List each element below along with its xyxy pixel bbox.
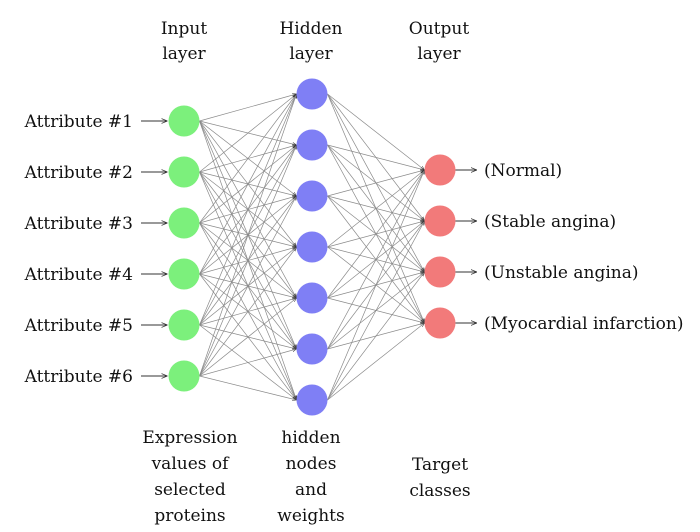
- edge-input-6-hidden-4: [199, 247, 297, 377]
- edge-hidden-1-output-1: [327, 93, 425, 170]
- output-node-2: [424, 205, 456, 237]
- edge-input-1-hidden-1: [199, 94, 297, 122]
- input-node-2: [168, 156, 200, 188]
- output-node-1: [424, 154, 456, 186]
- output-layer-header-line2: layer: [417, 44, 461, 64]
- input-label-2: Attribute #2: [24, 163, 133, 183]
- input-node-6: [168, 360, 200, 392]
- output-caption-line2: classes: [409, 481, 470, 501]
- input-label-6: Attribute #6: [24, 367, 133, 387]
- input-caption-line2: values of: [151, 454, 231, 474]
- edge-input-6-hidden-1: [199, 94, 297, 377]
- edge-input-3-hidden-1: [199, 94, 297, 224]
- edge-hidden-7-output-2: [327, 221, 425, 401]
- input-label-1: Attribute #1: [24, 112, 133, 132]
- output-label-3: (Unstable angina): [484, 263, 639, 283]
- edge-input-6-hidden-3: [199, 196, 297, 377]
- connection-weights: [199, 93, 425, 401]
- hidden-node-7: [296, 384, 328, 416]
- edge-hidden-7-output-1: [327, 170, 425, 401]
- edge-hidden-7-output-3: [327, 272, 425, 401]
- edge-hidden-2-output-1: [327, 144, 425, 170]
- hidden-node-1: [296, 78, 328, 110]
- io-labels: Attribute #1 Attribute #2 Attribute #3 Attr…: [24, 112, 684, 387]
- input-caption-line4: proteins: [154, 506, 225, 526]
- hidden-caption-line1: hidden: [281, 428, 340, 448]
- output-label-2: (Stable angina): [484, 212, 616, 232]
- hidden-caption-line2: nodes: [286, 454, 337, 474]
- input-node-4: [168, 258, 200, 290]
- input-layer-header-line1: Input: [161, 19, 207, 39]
- hidden-node-5: [296, 282, 328, 314]
- io-arrows: [141, 121, 477, 376]
- edge-hidden-6-output-1: [327, 170, 425, 350]
- edge-hidden-5-output-1: [327, 170, 425, 299]
- edge-input-5-hidden-1: [199, 94, 297, 326]
- edge-hidden-4-output-1: [327, 170, 425, 248]
- input-label-4: Attribute #4: [24, 265, 133, 285]
- input-caption-line3: selected: [154, 480, 226, 500]
- edge-input-6-hidden-2: [199, 145, 297, 377]
- hidden-node-2: [296, 129, 328, 161]
- output-label-1: (Normal): [484, 161, 562, 181]
- output-node-4: [424, 307, 456, 339]
- input-caption-line1: Expression: [142, 428, 237, 448]
- hidden-node-3: [296, 180, 328, 212]
- edge-hidden-3-output-1: [327, 170, 425, 197]
- output-layer-header-line1: Output: [409, 19, 470, 39]
- hidden-layer-header-line2: layer: [289, 44, 333, 64]
- edge-input-6-hidden-6: [199, 349, 297, 377]
- edge-input-4-hidden-1: [199, 94, 297, 275]
- output-node-3: [424, 256, 456, 288]
- hidden-caption-line3: and: [295, 480, 327, 500]
- hidden-node-4: [296, 231, 328, 263]
- input-node-3: [168, 207, 200, 239]
- hidden-layer-header-line1: Hidden: [279, 19, 342, 39]
- hidden-node-6: [296, 333, 328, 365]
- edge-input-6-hidden-5: [199, 298, 297, 377]
- network-nodes: [168, 78, 456, 416]
- edge-input-6-hidden-7: [199, 375, 297, 400]
- output-caption-line1: Target: [412, 455, 468, 475]
- input-node-5: [168, 309, 200, 341]
- input-label-3: Attribute #3: [24, 214, 133, 234]
- hidden-caption-line4: weights: [277, 506, 344, 526]
- input-label-5: Attribute #5: [24, 316, 133, 336]
- input-node-1: [168, 105, 200, 137]
- edge-input-2-hidden-1: [199, 94, 297, 173]
- input-layer-header-line2: layer: [162, 44, 206, 64]
- output-label-4: (Myocardial infarction): [484, 314, 684, 334]
- edge-hidden-7-output-4: [327, 323, 425, 401]
